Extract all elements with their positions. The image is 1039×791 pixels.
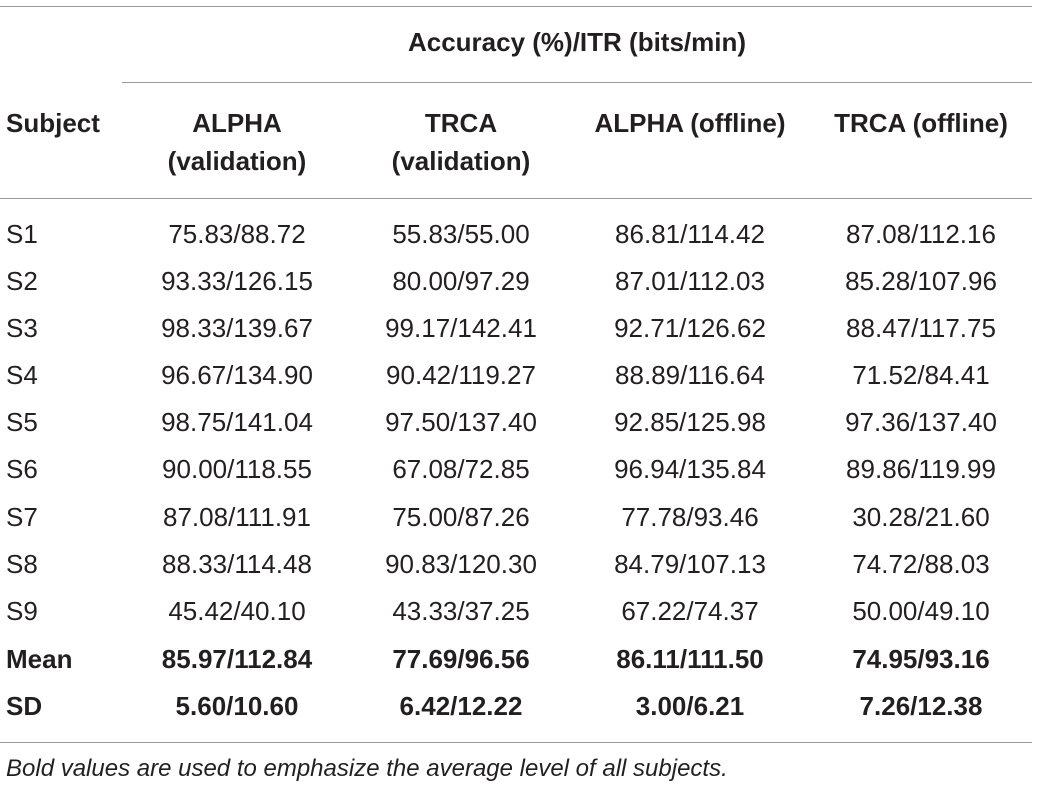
alpha-validation-cell: 75.83/88.72 (168, 219, 306, 249)
subject-cell: S1 (6, 219, 38, 249)
alpha-validation-cell: 93.33/126.15 (161, 266, 313, 296)
alpha-validation-cell: 45.42/40.10 (168, 596, 306, 626)
top-rule (0, 6, 1032, 7)
alpha-validation-cell: 85.97/112.84 (161, 644, 313, 674)
subject-cell: Mean (6, 644, 73, 674)
column-header-subject: Subject (6, 104, 122, 142)
subject-cell: S4 (6, 360, 38, 390)
alpha-validation-cell: 90.00/118.55 (162, 454, 312, 484)
trca-offline-cell: 87.08/112.16 (846, 219, 996, 249)
alpha-validation-cell: 98.75/141.04 (161, 407, 313, 437)
subject-cell: S3 (6, 313, 38, 343)
column-header-alpha-offline-label: ALPHA (offline) (594, 108, 786, 138)
trca-offline-cell: 74.72/88.03 (852, 549, 990, 579)
trca-validation-cell: 6.42/12.22 (399, 691, 523, 721)
table-row: S9 45.42/40.10 43.33/37.25 67.22/74.37 5… (0, 588, 1039, 635)
trca-offline-cell: 30.28/21.60 (852, 502, 990, 532)
table-row: S2 93.33/126.15 80.00/97.29 87.01/112.03… (0, 258, 1039, 305)
table-row-sd: SD 5.60/10.60 6.42/12.22 3.00/6.21 7.26/… (0, 683, 1039, 730)
subject-cell: S5 (6, 407, 38, 437)
alpha-offline-cell: 86.81/114.42 (615, 219, 765, 249)
table-row: S1 75.83/88.72 55.83/55.00 86.81/114.42 … (0, 211, 1039, 258)
trca-validation-cell: 99.17/142.41 (385, 313, 537, 343)
trca-offline-cell: 89.86/119.99 (846, 454, 996, 484)
column-header-trca-offline: TRCA (offline) (810, 104, 1032, 142)
trca-validation-cell: 80.00/97.29 (392, 266, 530, 296)
group-header-rule (122, 82, 1032, 83)
trca-offline-cell: 50.00/49.10 (852, 596, 990, 626)
alpha-offline-cell: 3.00/6.21 (635, 691, 745, 721)
alpha-offline-cell: 67.22/74.37 (621, 596, 759, 626)
subject-cell: S9 (6, 596, 38, 626)
column-header-alpha-validation: ALPHA (validation) (122, 104, 352, 180)
trca-offline-cell: 74.95/93.16 (852, 644, 990, 674)
alpha-validation-cell: 98.33/139.67 (161, 313, 313, 343)
column-header-trca-offline-label: TRCA (offline) (834, 108, 1008, 138)
table-footnote: Bold values are used to emphasize the av… (6, 755, 728, 782)
column-header-alpha-validation-line1: ALPHA (192, 108, 282, 138)
subject-cell: S8 (6, 549, 38, 579)
column-header-trca-validation-line2: (validation) (391, 146, 531, 176)
alpha-validation-cell: 87.08/111.91 (163, 502, 311, 532)
trca-validation-cell: 90.83/120.30 (385, 549, 537, 579)
subject-cell: S6 (6, 454, 38, 484)
column-header-trca-validation: TRCA (validation) (352, 104, 570, 180)
table-row: S6 90.00/118.55 67.08/72.85 96.94/135.84… (0, 446, 1039, 493)
alpha-validation-cell: 5.60/10.60 (175, 691, 299, 721)
alpha-offline-cell: 84.79/107.13 (614, 549, 766, 579)
table-row-mean: Mean 85.97/112.84 77.69/96.56 86.11/111.… (0, 636, 1039, 683)
subject-cell: S7 (6, 502, 38, 532)
alpha-offline-cell: 92.71/126.62 (614, 313, 766, 343)
alpha-offline-cell: 96.94/135.84 (614, 454, 766, 484)
alpha-offline-cell: 86.11/111.50 (616, 644, 764, 674)
group-header: Accuracy (%)/ITR (bits/min) (407, 27, 747, 57)
column-header-alpha-offline: ALPHA (offline) (570, 104, 810, 142)
trca-validation-cell: 97.50/137.40 (385, 407, 537, 437)
alpha-offline-cell: 88.89/116.64 (615, 360, 765, 390)
column-header-trca-validation-line1: TRCA (424, 108, 498, 138)
trca-validation-cell: 90.42/119.27 (386, 360, 536, 390)
alpha-offline-cell: 92.85/125.98 (614, 407, 766, 437)
alpha-validation-cell: 96.67/134.90 (161, 360, 313, 390)
trca-validation-cell: 43.33/37.25 (392, 596, 530, 626)
table-row: S5 98.75/141.04 97.50/137.40 92.85/125.9… (0, 399, 1039, 446)
alpha-offline-cell: 87.01/112.03 (615, 266, 765, 296)
alpha-validation-cell: 88.33/114.48 (162, 549, 312, 579)
trca-offline-cell: 71.52/84.41 (852, 360, 990, 390)
column-header-subject-label: Subject (6, 108, 100, 138)
trca-offline-cell: 88.47/117.75 (846, 313, 996, 343)
trca-validation-cell: 67.08/72.85 (392, 454, 530, 484)
trca-validation-cell: 75.00/87.26 (392, 502, 530, 532)
trca-validation-cell: 55.83/55.00 (392, 219, 530, 249)
trca-offline-cell: 97.36/137.40 (845, 407, 997, 437)
table-row: S4 96.67/134.90 90.42/119.27 88.89/116.6… (0, 352, 1039, 399)
table-row: S7 87.08/111.91 75.00/87.26 77.78/93.46 … (0, 494, 1039, 541)
trca-offline-cell: 85.28/107.96 (845, 266, 997, 296)
subject-cell: S2 (6, 266, 38, 296)
table-row: S3 98.33/139.67 99.17/142.41 92.71/126.6… (0, 305, 1039, 352)
subject-cell: SD (6, 691, 43, 721)
alpha-offline-cell: 77.78/93.46 (621, 502, 759, 532)
trca-validation-cell: 77.69/96.56 (392, 644, 530, 674)
trca-offline-cell: 7.26/12.38 (859, 691, 983, 721)
column-header-alpha-validation-line2: (validation) (167, 146, 307, 176)
table-row: S8 88.33/114.48 90.83/120.30 84.79/107.1… (0, 541, 1039, 588)
table-bottom-rule (0, 742, 1032, 743)
header-bottom-rule (0, 198, 1032, 199)
